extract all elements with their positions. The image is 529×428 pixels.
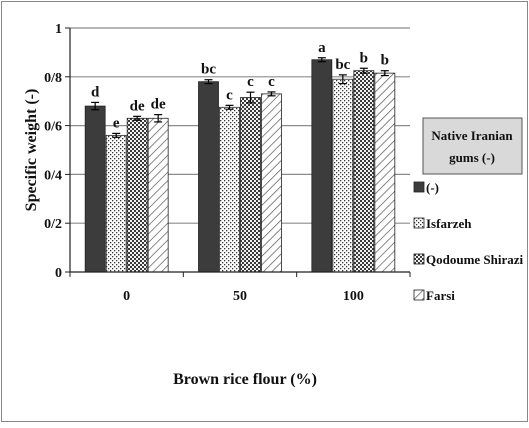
significance-letter: d: [91, 84, 100, 100]
bar: [198, 81, 219, 273]
y-tick-label: 0/2: [44, 217, 62, 232]
legend-title: Native Iranian: [431, 128, 513, 143]
bar: [240, 97, 261, 273]
bar: [84, 105, 106, 273]
y-tick-label: 0/6: [44, 120, 62, 135]
bar: [332, 78, 354, 273]
y-tick-label: 0/8: [44, 71, 62, 86]
significance-letter: b: [381, 53, 389, 69]
significance-letter: de: [130, 98, 145, 114]
legend-swatch: [413, 181, 425, 193]
legend-title-line2: gums (-): [449, 150, 495, 165]
significance-letter: c: [268, 74, 275, 90]
significance-letter: bc: [201, 62, 216, 78]
legend-swatch: [413, 253, 425, 265]
significance-letter: b: [360, 50, 368, 66]
y-tick-label: 1: [55, 22, 62, 37]
x-tick-label: 100: [343, 289, 364, 304]
legend-swatch: [413, 289, 425, 301]
legend-label: Qodoume Shirazi: [426, 252, 524, 267]
significance-letter: e: [113, 115, 120, 131]
axes: [65, 27, 411, 277]
x-tick-label: 0: [123, 289, 130, 304]
bar: [353, 70, 375, 273]
significance-letter: c: [247, 74, 254, 90]
y-tick-label: 0/4: [44, 168, 62, 183]
significance-letter: bc: [335, 57, 350, 73]
x-tick-label: 50: [233, 289, 247, 304]
x-axis-title: Brown rice flour (%): [173, 371, 317, 388]
bar: [147, 117, 169, 273]
y-axis-title: Specific weight (-): [23, 89, 40, 212]
legend: Native Iranian gums (-) (-) Isfarzeh Qodou…: [413, 117, 524, 303]
bars: [84, 57, 396, 273]
significance-letter: a: [318, 40, 326, 56]
legend-swatch: [413, 217, 425, 229]
bar: [219, 106, 240, 273]
bar: [261, 93, 282, 273]
bar: [105, 134, 127, 273]
gridlines: [70, 27, 410, 224]
legend-entries: (-) Isfarzeh Qodoume Shirazi Farsi: [413, 180, 524, 303]
significance-letter: c: [226, 87, 233, 103]
significance-letter: de: [151, 97, 166, 113]
legend-title-box: [422, 117, 523, 175]
bar: [126, 117, 148, 273]
legend-label: (-): [426, 180, 439, 195]
legend-label: Farsi: [426, 288, 455, 303]
bar: [374, 72, 396, 273]
outer-border: [1, 1, 528, 422]
y-tick-label: 0: [55, 266, 62, 281]
bar: [311, 59, 333, 273]
legend-label: Isfarzeh: [426, 216, 472, 231]
